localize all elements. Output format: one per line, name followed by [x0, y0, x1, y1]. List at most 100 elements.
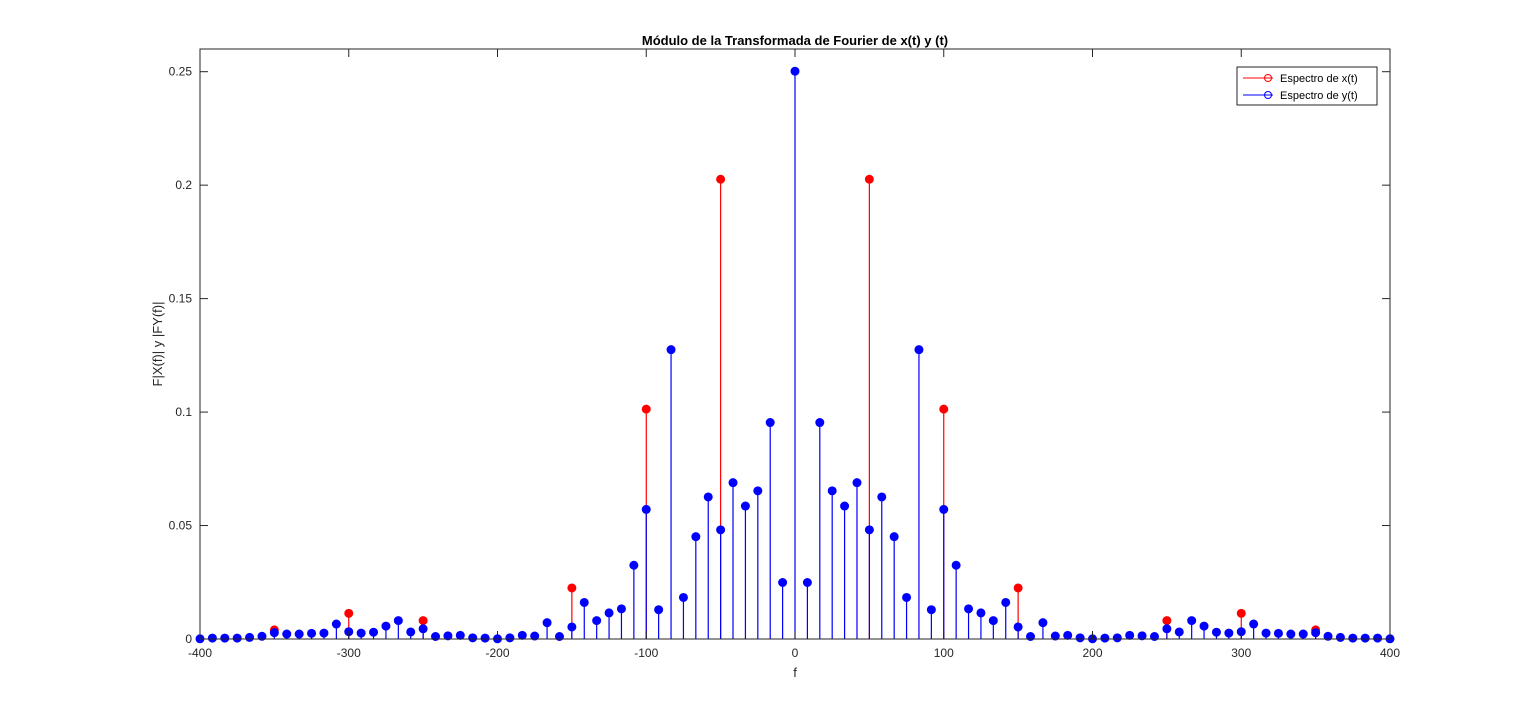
- stem-marker-y: [1224, 628, 1234, 638]
- legend-box: [1236, 66, 1378, 106]
- x-tick-label: 300: [1231, 646, 1251, 660]
- stem-marker-y: [765, 418, 775, 428]
- x-tick-label: 100: [934, 646, 954, 660]
- stem-marker-y: [307, 628, 317, 638]
- stem-marker-y: [369, 627, 379, 637]
- stem-marker-y: [641, 504, 651, 514]
- stem-marker-y: [604, 608, 614, 618]
- stem-marker-y: [1360, 633, 1370, 643]
- stem-marker-y: [356, 628, 366, 638]
- y-tick-label: 0.05: [169, 519, 193, 533]
- y-tick-label: 0.15: [169, 292, 193, 306]
- stem-marker-y: [678, 592, 688, 602]
- stem-marker-y: [1075, 633, 1085, 643]
- legend-entry-y: Espectro de y(t): [1280, 90, 1358, 102]
- y-tick-label: 0: [185, 632, 192, 646]
- stem-marker-y: [914, 345, 924, 355]
- stem-marker-y: [926, 605, 936, 615]
- stem-marker-y: [902, 592, 912, 602]
- legend-marker-y: [1264, 91, 1272, 99]
- stem-marker-y: [716, 525, 726, 535]
- stem-marker-y: [207, 633, 217, 643]
- stem-marker-y: [1323, 631, 1333, 641]
- stem-marker-y: [245, 632, 255, 642]
- stem-marker-y: [468, 633, 478, 643]
- y-tick-label: 0.25: [169, 65, 193, 79]
- stem-marker-y: [1001, 597, 1011, 607]
- stem-marker-y: [815, 418, 825, 428]
- stem-marker-y: [530, 631, 540, 641]
- stem-marker-y: [480, 633, 490, 643]
- stem-marker-y: [443, 631, 453, 641]
- x-tick-label: -100: [634, 646, 658, 660]
- stem-marker-y: [1112, 633, 1122, 643]
- x-tick-label: 400: [1380, 646, 1400, 660]
- stem-marker-y: [939, 504, 949, 514]
- legend: Espectro de x(t) Espectro de y(t): [1236, 66, 1378, 106]
- stem-marker-y: [592, 616, 602, 626]
- stem-marker-y: [579, 597, 589, 607]
- x-tick-label: 200: [1082, 646, 1102, 660]
- chart-title: Módulo de la Transformada de Fourier de …: [642, 33, 948, 48]
- stem-marker-y: [654, 605, 664, 615]
- stem-marker-y: [666, 345, 676, 355]
- y-axis-label: F|X(f)| y |FY(f)|: [150, 302, 165, 387]
- stem-marker-y: [1100, 633, 1110, 643]
- ticks-layer: -400 -300 -200 -100 0 100 200 300 400 0 0.05 0.1 0.1…: [169, 49, 1400, 660]
- stem-marker-x: [939, 404, 949, 414]
- x-tick-label: -200: [485, 646, 509, 660]
- stem-marker-y: [889, 532, 899, 542]
- stem-marker-y: [1125, 630, 1135, 640]
- stem-marker-x: [1013, 583, 1023, 593]
- stem-marker-y: [269, 628, 279, 638]
- stem-marker-y: [505, 633, 515, 643]
- stem-marker-y: [1311, 628, 1321, 638]
- stems-layer: [199, 71, 1391, 639]
- stem-marker-y: [542, 618, 552, 628]
- stem-marker-y: [232, 633, 242, 643]
- stem-marker-y: [864, 525, 874, 535]
- stem-marker-y: [802, 577, 812, 587]
- stem-marker-y: [1174, 627, 1184, 637]
- stem-marker-x: [716, 174, 726, 184]
- stem-marker-y: [1286, 629, 1296, 639]
- y-tick-label: 0.2: [175, 178, 192, 192]
- y-tick-label: 0.1: [175, 405, 192, 419]
- stem-marker-y: [778, 577, 788, 587]
- stem-marker-y: [282, 629, 292, 639]
- x-tick-label: -300: [337, 646, 361, 660]
- stem-marker-y: [1373, 633, 1383, 643]
- stem-marker-y: [840, 501, 850, 511]
- stem-marker-y: [517, 630, 527, 640]
- stem-marker-y: [1348, 633, 1358, 643]
- stem-marker-y: [1298, 629, 1308, 639]
- stem-marker-y: [1211, 627, 1221, 637]
- stem-marker-y: [406, 627, 416, 637]
- stem-marker-y: [1335, 632, 1345, 642]
- stem-marker-y: [1137, 631, 1147, 641]
- stem-marker-y: [728, 478, 738, 488]
- stem-marker-x: [641, 404, 651, 414]
- stem-marker-y: [703, 492, 713, 502]
- stem-marker-y: [1013, 622, 1023, 632]
- x-tick-label: -400: [188, 646, 212, 660]
- stem-marker-y: [294, 629, 304, 639]
- stem-marker-x: [344, 608, 354, 618]
- stem-marker-y: [753, 486, 763, 496]
- markers-layer: [195, 66, 1395, 644]
- stem-marker-y: [877, 492, 887, 502]
- stem-marker-y: [567, 622, 577, 632]
- stem-marker-y: [629, 560, 639, 570]
- legend-marker-x: [1264, 74, 1272, 82]
- stem-marker-y: [1261, 628, 1271, 638]
- stem-marker-x: [1162, 616, 1172, 626]
- legend-entry-x: Espectro de x(t): [1280, 73, 1358, 85]
- stem-marker-x: [1236, 608, 1246, 618]
- stem-marker-y: [691, 532, 701, 542]
- stem-marker-y: [1187, 616, 1197, 626]
- stem-marker-x: [418, 616, 428, 626]
- stem-marker-y: [1199, 621, 1209, 631]
- stem-marker-y: [827, 486, 837, 496]
- x-tick-label: 0: [792, 646, 799, 660]
